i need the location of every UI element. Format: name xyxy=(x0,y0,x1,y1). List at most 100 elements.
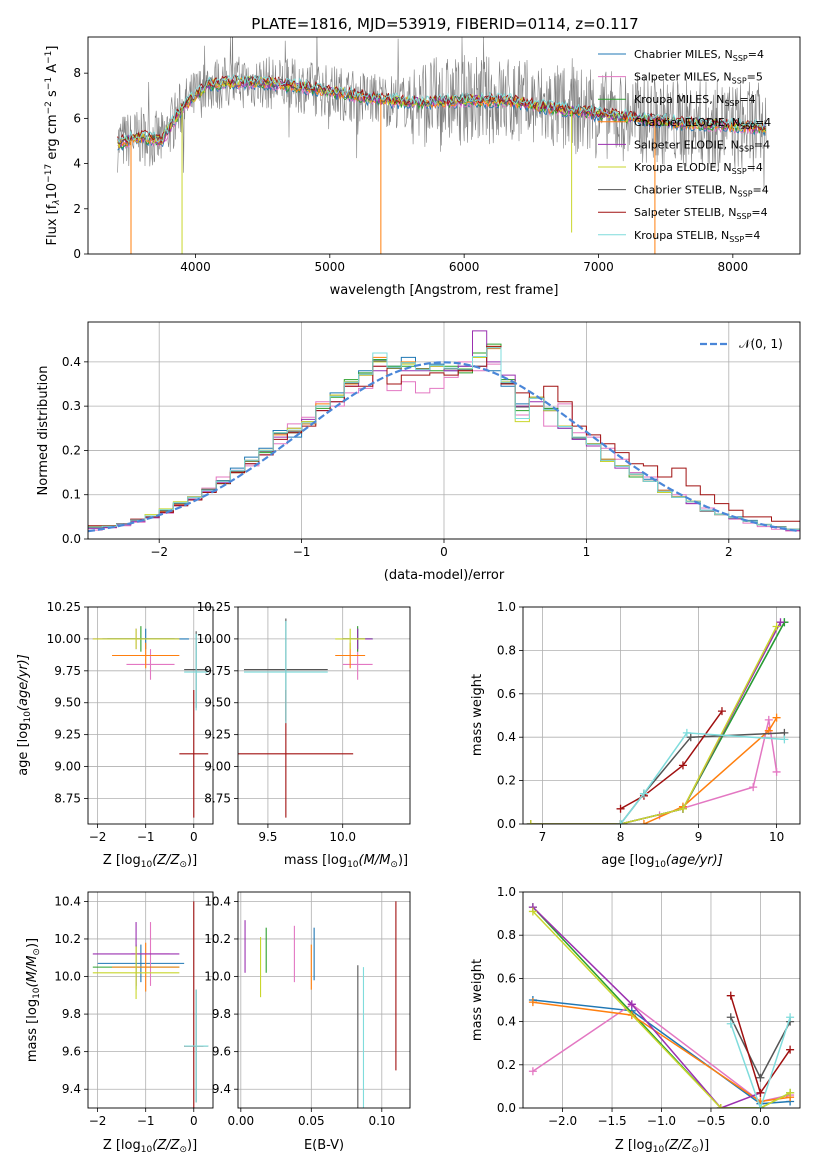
label-text: Z [log xyxy=(103,853,141,868)
y-tick-label: 9.50 xyxy=(204,696,231,710)
y-axis-label: mass weight xyxy=(470,674,485,756)
panel-2: −2 −1 0 8.75 9.00 9.25 9.50 9.75 10.00 10.25 Z [lo… xyxy=(16,600,214,870)
spectrum-title: PLATE=1816, MJD=53919, FIBERID=0114, z=0… xyxy=(251,15,638,33)
legend-sub: SSP xyxy=(738,190,753,199)
plus-marker xyxy=(756,1088,765,1097)
y-tick-label: 9.25 xyxy=(204,728,231,742)
label-sub: λ xyxy=(52,199,62,205)
plot-area xyxy=(88,330,800,533)
y-tick-label: 10.2 xyxy=(54,932,81,946)
plus-marker xyxy=(682,728,691,737)
label-text: Flux [f xyxy=(45,204,60,245)
weight-line-8 xyxy=(730,1017,791,1108)
label-sub: 10 xyxy=(653,1145,665,1155)
label-exp: −2 xyxy=(44,101,54,114)
weight-line-7 xyxy=(620,710,723,810)
legend-name: Chabrier ELODIE, N xyxy=(634,116,740,129)
legend-suffix: =4 xyxy=(748,48,764,61)
plus-marker xyxy=(528,907,537,916)
plus-marker xyxy=(756,1073,765,1082)
weight-line-0 xyxy=(532,999,791,1105)
y-tick-label: 9.25 xyxy=(54,728,81,742)
y-tick-label: 0.3 xyxy=(62,399,81,413)
label-text: s xyxy=(45,90,60,101)
panel-1: −2 −1 0 1 2 0.0 0.1 0.2 0.3 0.4 𝒩(0, 1) (data-model… xyxy=(36,321,801,583)
axes-frame xyxy=(87,606,214,825)
label-exp: −1 xyxy=(44,51,54,64)
ticks: −2 −1 0 8.75 9.00 9.25 9.50 9.75 10.00 10.25 xyxy=(47,600,198,844)
grid xyxy=(238,892,410,1108)
x-axis-label: Z [log10(Z/Z⊙)] xyxy=(103,853,197,870)
plus-marker xyxy=(776,618,785,627)
y-tick-label: 0.6 xyxy=(497,687,516,701)
y-tick-label: 0.8 xyxy=(497,928,516,942)
x-axis-label: mass [log10(M/M⊙)] xyxy=(284,853,408,870)
x-tick-label: 0.10 xyxy=(368,1114,395,1128)
y-tick-label: 0.0 xyxy=(62,532,81,546)
y-tick-label: 0.6 xyxy=(497,971,516,985)
y-tick-label: 9.8 xyxy=(212,1007,231,1021)
plus-marker xyxy=(616,820,625,824)
plus-marker xyxy=(616,804,625,813)
legend-label: 𝒩(0, 1) xyxy=(739,337,783,351)
x-tick-label: −2.0 xyxy=(548,1114,577,1128)
ticks: 9.5 10.0 8.75 9.00 9.25 9.50 9.75 10.00 10.25 xyxy=(197,600,356,844)
y-axis-label: Flux [fλ10−17 erg cm−2 s−1 A−1] xyxy=(44,46,62,246)
panel-0: 4000 5000 6000 7000 8000 0 2 4 6 8 Chabrier MILES,… xyxy=(44,36,801,298)
x-tick-label: 2 xyxy=(725,545,733,559)
label-rest: (age/yr)] xyxy=(666,853,723,868)
label-text: Z [log xyxy=(615,1138,653,1153)
y-tick-label: 8 xyxy=(73,66,81,80)
label-close: )] xyxy=(25,938,40,948)
y-tick-label: 9.00 xyxy=(54,760,81,774)
label-text: age [log xyxy=(601,853,654,868)
panel-5: −2 −1 09.49.69.810.010.210.4Z [log10(Z/Z⊙)… xyxy=(25,891,214,1155)
x-tick-label: 0 xyxy=(190,830,198,844)
plus-marker xyxy=(528,998,537,1007)
legend-label: Salpeter MILES, NSSP=5 xyxy=(634,71,763,86)
label-text: Z [log xyxy=(103,1138,141,1153)
legend-suffix: =4 xyxy=(751,206,767,219)
y-tick-label: 10.00 xyxy=(47,632,81,646)
label-rest: (Z/Z xyxy=(152,1138,180,1153)
legend-sub: SSP xyxy=(732,77,747,86)
y-tick-label: 10.0 xyxy=(204,970,231,984)
plus-marker xyxy=(639,820,648,824)
y-tick-label: 9.4 xyxy=(62,1082,81,1096)
x-tick-label: 4000 xyxy=(180,260,211,274)
legend-name: Salpeter ELODIE, N xyxy=(634,138,739,151)
y-axis-label: age [log10(age/yr)] xyxy=(16,654,33,776)
legend-sub: SSP xyxy=(732,167,747,176)
plus-marker xyxy=(686,733,695,742)
x-tick-label: −1.0 xyxy=(647,1114,676,1128)
x-tick-label: −1 xyxy=(293,545,311,559)
legend-suffix: =4 xyxy=(755,116,771,129)
model-spectrum-8 xyxy=(117,73,766,144)
x-tick-label: −2 xyxy=(150,545,168,559)
legend-sub: SSP xyxy=(739,144,754,153)
y-tick-label: 0.4 xyxy=(497,1015,516,1029)
label-text: 10 xyxy=(45,183,60,200)
legend-name: Salpeter STELIB, N xyxy=(634,206,736,219)
y-tick-label: 8.75 xyxy=(54,791,81,805)
y-tick-label: 10.2 xyxy=(204,932,231,946)
weight-line-8 xyxy=(619,732,785,824)
legend-sub: SSP xyxy=(729,235,744,244)
y-tick-label: 0.0 xyxy=(497,1101,516,1115)
x-axis-label: (data-model)/error xyxy=(384,568,505,583)
model-spectrum-5 xyxy=(117,75,767,148)
y-tick-label: 2 xyxy=(73,202,81,216)
y-tick-label: 4 xyxy=(73,157,81,171)
y-tick-label: 9.75 xyxy=(54,664,81,678)
panel-7: −2.0 −1.5 −1.0 −0.5 0.0 0.0 0.2 0.4 0.6 0.8 1.0 Z [… xyxy=(470,885,801,1155)
y-tick-label: 1.0 xyxy=(497,600,516,614)
legend-label: Kroupa MILES, NSSP=4 xyxy=(634,93,756,108)
ticks: 7 8 9 10 0.0 0.2 0.4 0.6 0.8 1.0 xyxy=(497,600,784,844)
plot-area xyxy=(244,901,397,1108)
plus-marker xyxy=(528,1067,537,1076)
label-rest: (Z/Z xyxy=(664,1138,692,1153)
label-sun: ⊙ xyxy=(390,860,398,870)
label-sub: 10 xyxy=(32,987,42,999)
label-text: mass [log xyxy=(284,853,347,868)
panel-3: 9.5 10.0 8.75 9.00 9.25 9.50 9.75 10.00 10.25 mas… xyxy=(197,600,411,870)
